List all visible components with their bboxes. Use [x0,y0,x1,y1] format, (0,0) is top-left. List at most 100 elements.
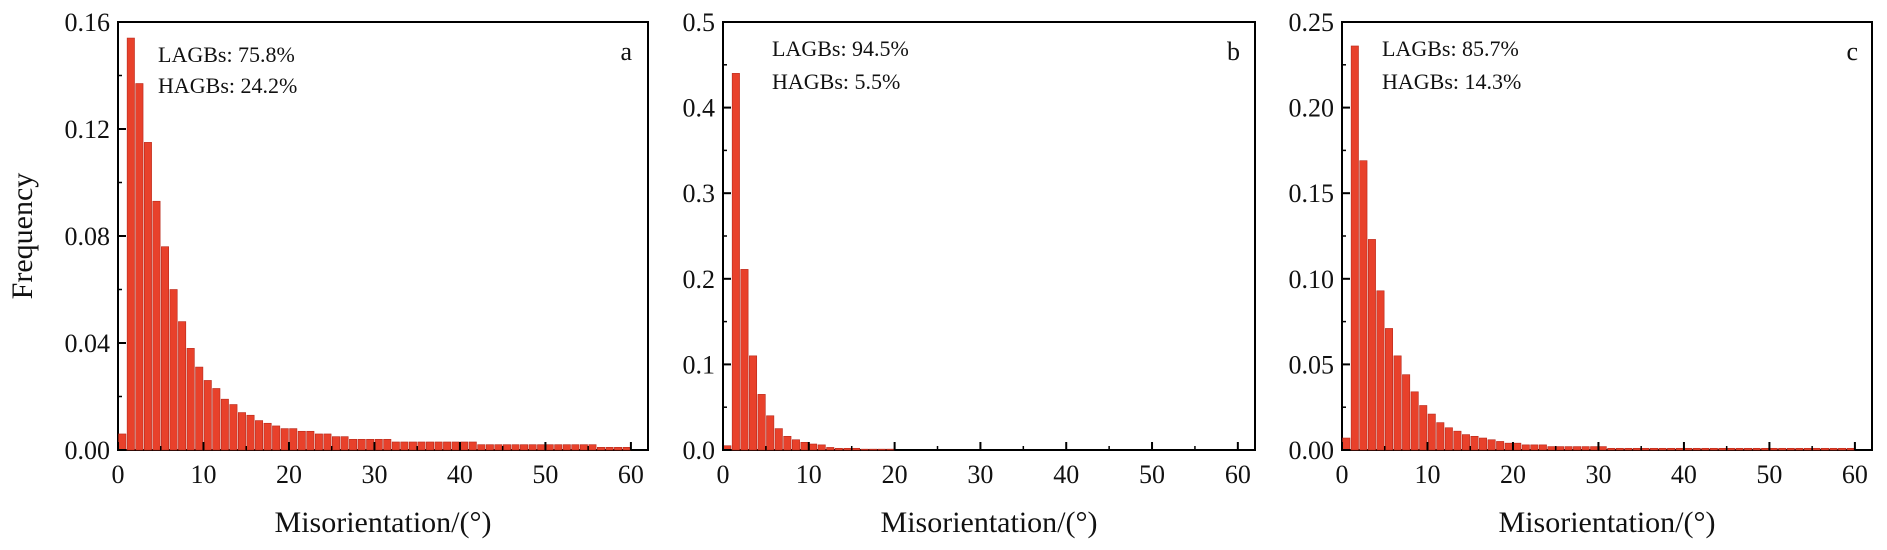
panel-letter: c [1846,37,1858,66]
annotation-hagbs: HAGBs: 5.5% [772,69,900,94]
panel-a: 0 10 20 30 40 50 60 0.00 0.04 0.08 0.12 0.16 LAGBs… [6,8,649,539]
histogram-bar [1803,447,1812,451]
histogram-bar [1718,447,1727,451]
histogram-bar [1752,447,1761,451]
histogram-bar [1607,447,1616,451]
x-tick-label: 40 [1671,460,1697,489]
y-tick-label: 0.1 [683,350,716,379]
histogram-bar [1598,446,1607,451]
histogram-bar [1410,391,1419,451]
x-tick-label: 50 [532,460,558,489]
histogram-bar [1436,422,1445,451]
y-tick-label: 0.4 [683,94,716,123]
histogram-bar [229,404,238,451]
y-tick-label: 0.00 [65,436,111,465]
histogram-bar [860,448,869,451]
histogram-bar [1846,447,1855,451]
histogram-bar [178,321,187,451]
x-tick-label: 60 [1842,460,1868,489]
y-axis-title: Frequency [6,173,39,300]
x-tick-label: 50 [1756,460,1782,489]
histogram-bar [1692,447,1701,451]
panel-b: 0 10 20 30 40 50 60 0.0 0.1 0.2 0.3 0.4 0.5 LAGBs: … [683,8,1256,539]
histogram-bar [826,447,835,451]
histogram-bar [263,422,272,451]
histogram-bar [417,441,426,451]
annotation-hagbs: HAGBs: 24.2% [158,73,297,98]
histogram-bar [1521,444,1530,451]
histogram-bar [1487,439,1496,451]
x-tick-label: 0 [717,460,730,489]
histogram-bar [528,444,537,451]
histogram-bar [774,428,783,451]
histogram-bar [426,441,434,451]
histogram-bar [477,444,486,451]
x-tick-label: 20 [882,460,908,489]
histogram-bar [809,443,818,451]
histogram-bar [614,447,623,451]
y-axis: 0.0 0.1 0.2 0.3 0.4 0.5 [683,8,731,465]
histogram-bar [1590,446,1599,451]
histogram-bar [588,444,597,451]
histogram-bar [118,433,127,451]
histogram-bar [460,441,469,451]
histogram-bar [1461,434,1470,451]
histogram-bar [1513,442,1522,451]
histogram-bar [605,447,614,451]
histogram-bar [1838,447,1847,451]
y-tick-label: 0.25 [1289,8,1335,37]
histogram-bar [1735,447,1744,451]
histogram-bar [1376,290,1385,451]
histogram-bar [1367,239,1376,451]
x-axis: 0 10 20 30 40 50 60 [1336,442,1868,489]
histogram-bar [1769,447,1778,451]
histogram-bar [314,433,323,451]
histogram-bar [340,436,349,451]
x-axis-title: Misorientation/(°) [881,506,1098,539]
histogram-bar [212,388,221,451]
histogram-bar [1658,447,1667,451]
histogram-bar [1496,441,1505,451]
histogram-bar [246,414,255,451]
histogram-bar [297,430,306,451]
histogram-bar [349,438,358,451]
histogram-bar [383,438,392,451]
histogram-bar [852,447,860,451]
histogram-bar [1795,447,1804,451]
histogram-bar [135,83,144,451]
histogram-bar [374,438,383,451]
histogram-bar [332,436,340,451]
histogram-bar [1453,430,1462,451]
histogram-bar [877,448,886,451]
histogram-bar [1624,447,1633,451]
histogram-bar [520,444,529,451]
y-tick-label: 0.12 [65,115,111,144]
histogram-bar [152,200,161,451]
histogram-bar [1684,447,1693,451]
histogram-bar [886,448,895,451]
panel-letter: b [1227,37,1240,66]
histogram-bar [749,355,758,451]
histogram-bar [731,73,740,451]
histogram-bar [289,428,298,451]
y-tick-label: 0.2 [683,265,716,294]
x-axis: 0 10 20 30 40 50 60 [112,442,644,489]
bar-series [1342,45,1855,451]
histogram-bar [1350,45,1359,451]
histogram-bar [1419,405,1428,451]
x-tick-label: 30 [361,460,387,489]
histogram-bar [1530,444,1539,451]
histogram-bar [468,441,477,451]
histogram-bar [1564,446,1573,451]
histogram-bar [255,420,264,451]
histogram-bar [817,444,826,451]
histogram-bar [366,438,375,451]
histogram-bar [1342,437,1351,451]
histogram-bar [1650,447,1658,451]
annotation-lagbs: LAGBs: 94.5% [772,36,909,61]
histogram-bar [1538,444,1547,451]
panel-c: 0 10 20 30 40 50 60 0.00 0.05 0.10 0.15 0.20 0.25 L… [1289,8,1873,539]
histogram-bar [562,444,571,451]
histogram-bar [434,441,443,451]
y-tick-label: 0.16 [65,8,111,37]
